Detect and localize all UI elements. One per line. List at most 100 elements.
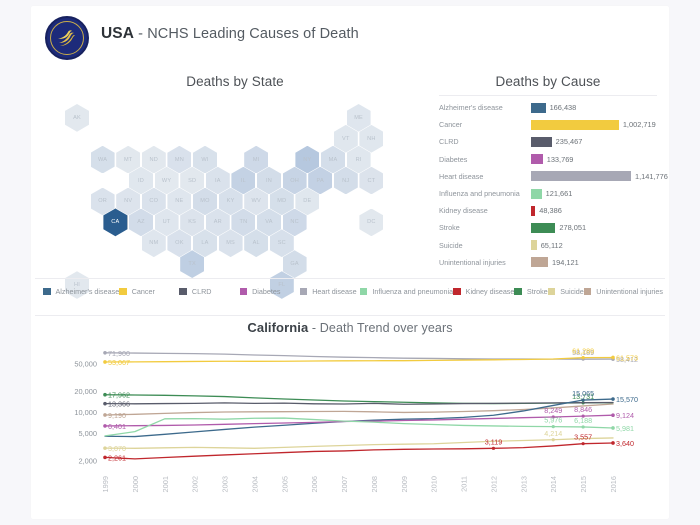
- cause-row[interactable]: Cancer 1,002,719: [435, 116, 661, 133]
- deaths-by-state-title: Deaths by State: [186, 74, 284, 89]
- series-influenza-and-pneumonia[interactable]: 5,981 5,976 6,188: [104, 416, 634, 437]
- trend-title-state: California: [247, 320, 309, 335]
- hhs-seal-icon: [45, 16, 89, 60]
- series-point-label: 5,976: [544, 416, 562, 425]
- cause-row[interactable]: Unintentional injuries 194,121: [435, 254, 661, 271]
- legend-item[interactable]: Suicide: [547, 284, 584, 299]
- series-point: [581, 425, 585, 429]
- legend-label: Alzheimer's disease: [55, 287, 120, 296]
- cause-row[interactable]: Heart disease 1,141,776: [435, 168, 668, 185]
- legend-item[interactable]: Diabetes: [239, 284, 300, 299]
- series-point-label: 58,189: [572, 348, 594, 357]
- legend-item[interactable]: Influenza and pneumonia: [359, 284, 453, 299]
- cause-color-legend[interactable]: Alzheimer's disease Cancer CLRD Diabetes Hea…: [43, 284, 663, 314]
- dashboard-header: USA - NCHS Leading Causes of Death: [31, 6, 669, 62]
- cause-label: Suicide: [439, 240, 463, 250]
- state-hex-label: AL: [252, 240, 260, 247]
- state-hex-label: GA: [290, 261, 299, 268]
- state-hex-dc[interactable]: DC: [359, 208, 384, 237]
- legend-item[interactable]: Unintentional injuries: [583, 284, 663, 299]
- death-trend-line-chart: 2,000 5,000 10,000 20,000 50,000 1999 2000 2001…: [35, 338, 665, 515]
- series-point-label: 15,065: [572, 389, 594, 398]
- state-hex-label: WY: [161, 177, 172, 184]
- state-hex-label: KS: [188, 219, 197, 226]
- state-hex-label: IA: [214, 177, 221, 184]
- cause-value: 65,112: [540, 240, 563, 250]
- series-cancer[interactable]: 53,067 61,573 61,289: [103, 347, 638, 367]
- cause-label: Unintentional injuries: [439, 257, 506, 267]
- x-axis-tick-label: 2007: [340, 476, 349, 492]
- legend-item[interactable]: Kidney disease: [453, 284, 514, 299]
- x-axis-tick-label: 2013: [519, 476, 528, 492]
- deaths-by-cause-panel: Deaths by Cause Alzheimer's disease 166,4…: [435, 64, 668, 272]
- cause-row[interactable]: Influenza and pneumonia 121,661: [435, 185, 661, 202]
- cause-bar[interactable]: [531, 119, 619, 130]
- state-hex-hi[interactable]: HI: [65, 271, 89, 299]
- cause-bar-wrap: 48,386: [531, 202, 661, 219]
- legend-item[interactable]: Heart disease: [299, 284, 360, 299]
- cause-value: 1,002,719: [622, 120, 656, 130]
- legend-swatch-icon: [583, 287, 592, 296]
- state-hex-label: MI: [252, 156, 260, 163]
- series-start-point: [103, 446, 107, 450]
- cause-bar[interactable]: [531, 136, 552, 147]
- legend-label: Diabetes: [252, 287, 281, 296]
- series-suicide[interactable]: 3,070 4,214: [103, 429, 614, 453]
- series-point: [551, 438, 555, 442]
- cause-bar-wrap: 65,112: [531, 237, 661, 254]
- x-axis-tick-label: 2005: [280, 476, 289, 492]
- legend-swatch-icon: [239, 287, 248, 296]
- cause-bar-wrap: 194,121: [531, 254, 661, 271]
- cause-row[interactable]: Stroke 278,051: [435, 219, 661, 236]
- legend-item[interactable]: Cancer: [119, 284, 179, 299]
- state-hex-label: TX: [188, 261, 196, 268]
- cause-bar[interactable]: [531, 205, 536, 216]
- usa-hex-tile-map[interactable]: AK ME VT NH WA MT ND MN WI MI NY MA RI ID WY SD IA IL IN OH…: [39, 98, 431, 299]
- cause-bar-wrap: 166,438: [531, 99, 661, 116]
- cause-row[interactable]: Diabetes 133,769: [435, 151, 661, 168]
- legend-label: Unintentional injuries: [596, 287, 663, 296]
- legend-item[interactable]: CLRD: [179, 284, 239, 299]
- page-title-country: USA: [101, 25, 135, 42]
- cause-row[interactable]: Suicide 65,112: [435, 237, 661, 254]
- state-hex-wa[interactable]: WA: [90, 145, 115, 174]
- cause-bar[interactable]: [531, 257, 548, 268]
- state-hex-me[interactable]: ME: [346, 104, 371, 132]
- legend-swatch-icon: [179, 287, 187, 296]
- cause-bar[interactable]: [531, 188, 542, 199]
- series-unintentional-injuries[interactable]: 9,190: [103, 403, 614, 420]
- series-end-label: 5,981: [616, 424, 634, 433]
- cause-bar[interactable]: [531, 154, 543, 165]
- death-trend-panel: California - Death Trend over years 2,00…: [35, 316, 665, 515]
- cause-bar[interactable]: [531, 171, 631, 182]
- deaths-by-state-panel: Deaths by State AK ME VT NH WA MT ND MN WI MI NY MA…: [39, 64, 431, 299]
- cause-bar[interactable]: [531, 102, 546, 113]
- state-hex-label: LA: [201, 240, 209, 247]
- state-hex-label: DE: [303, 198, 312, 205]
- state-hex-label: OR: [98, 198, 107, 205]
- x-axis-tick-label: 2004: [250, 476, 259, 492]
- legend-item[interactable]: Alzheimer's disease: [43, 284, 119, 299]
- state-hex-label: AK: [73, 114, 81, 121]
- series-clrd[interactable]: 13,366: [103, 400, 614, 409]
- series-line: [104, 352, 614, 360]
- x-axis-tick: 2004: [250, 476, 259, 492]
- cause-value: 48,386: [539, 206, 562, 216]
- cause-bar[interactable]: [531, 240, 537, 251]
- state-hex-ak[interactable]: AK: [65, 104, 89, 132]
- cause-value: 194,121: [552, 257, 579, 267]
- cause-row[interactable]: Alzheimer's disease 166,438: [435, 99, 661, 116]
- series-kidney-disease[interactable]: 2,261 3,640 3,119 3,557: [103, 433, 634, 463]
- x-axis-tick: 2014: [549, 476, 558, 492]
- y-axis-tick-label: 2,000: [79, 457, 98, 466]
- cause-bar[interactable]: [531, 222, 556, 233]
- cause-bar-wrap: 235,467: [531, 133, 661, 150]
- state-hex-fl[interactable]: FL: [269, 271, 294, 299]
- state-hex-label: HI: [74, 282, 80, 289]
- cause-row[interactable]: Kidney disease 48,386: [435, 202, 661, 219]
- state-hex-label: SD: [188, 177, 197, 184]
- state-hex-label: MN: [174, 156, 184, 163]
- cause-row[interactable]: CLRD 235,467: [435, 133, 661, 150]
- legend-item[interactable]: Stroke: [514, 284, 548, 299]
- series-stroke[interactable]: 17,962 13,731: [103, 391, 614, 405]
